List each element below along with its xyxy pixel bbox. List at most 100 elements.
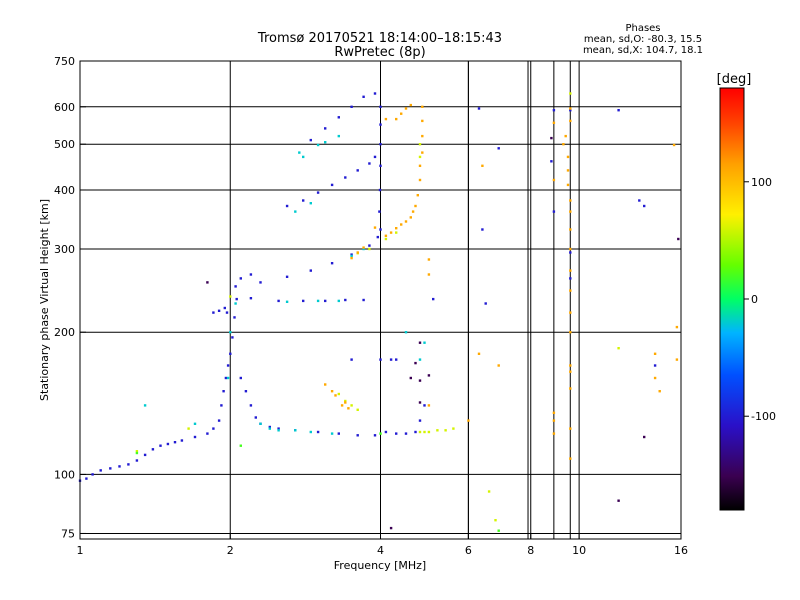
y-tick-label: 600 [54,101,75,114]
data-point [229,331,232,334]
data-point [337,134,340,138]
data-point [552,178,556,182]
data-point [362,298,365,302]
data-point [285,204,289,208]
data-point [362,246,365,249]
data-point [324,127,327,130]
data-point [566,169,570,172]
data-point [467,419,470,422]
data-point [409,103,412,107]
colorbar-tick-label: -100 [751,410,776,423]
data-point [379,228,382,231]
data-point [427,273,431,276]
data-point [347,407,350,410]
data-point [350,105,353,108]
data-point [404,220,408,223]
data-point [418,155,422,159]
data-point [302,299,305,303]
data-point [421,151,424,154]
data-point [350,256,353,260]
data-point [324,299,327,303]
data-point [109,467,112,470]
data-point [395,117,398,121]
data-point [552,210,556,213]
data-point [617,109,620,112]
x-tick-label: 2 [227,544,234,557]
data-point [127,463,130,466]
data-point [229,352,232,355]
data-point [653,352,657,355]
data-point [316,430,320,434]
data-point [309,138,312,142]
x-tick-label: 6 [465,544,472,557]
data-point [379,358,382,361]
data-point [212,311,215,314]
data-point [206,432,209,435]
data-point [418,341,422,344]
data-point [187,427,190,430]
data-point [220,404,223,407]
data-point [268,425,271,429]
data-point [653,364,657,367]
data-point [316,191,320,194]
data-point [373,226,377,229]
data-point [395,231,398,234]
data-point [373,155,377,159]
data-point [423,430,426,434]
data-point [330,262,334,265]
data-point [384,117,388,121]
data-point [384,234,388,237]
data-point [217,419,221,422]
data-point [653,376,657,380]
data-point [350,358,353,361]
data-point [316,299,320,303]
data-point [302,155,305,159]
data-point [235,297,238,301]
y-tick-label: 500 [54,138,75,151]
data-point [223,306,226,310]
data-point [143,453,147,457]
data-point [330,432,334,435]
data-point [643,204,646,208]
data-point [159,444,162,447]
data-point [436,429,439,432]
data-point [550,160,553,163]
data-point [344,399,347,403]
colorbar-label: [deg] [717,72,752,87]
data-point [350,253,353,256]
data-point [217,309,221,312]
data-point [294,429,297,432]
chart-title: Tromsø 20170521 18:14:00–18:15:43 [257,31,502,46]
data-point [151,448,155,451]
colorbar-gradient [719,87,745,511]
data-point [229,295,232,298]
data-point [617,347,620,350]
data-point [389,358,393,361]
data-point [309,202,312,205]
data-point [675,358,679,361]
data-point [277,299,280,303]
data-point [244,390,248,393]
data-point [226,364,230,367]
data-point [414,204,417,208]
data-point [344,298,347,302]
data-point [254,416,257,419]
data-point [337,299,340,303]
data-point [477,107,481,110]
data-point [569,210,572,213]
data-point [277,429,280,432]
data-point [340,404,344,407]
data-point [298,151,301,154]
data-point [675,325,679,329]
data-point [418,401,422,404]
data-point [337,432,340,435]
colorbar-tick-label: 0 [751,293,758,306]
data-point [166,442,170,446]
data-point [569,364,572,367]
data-point [566,155,570,159]
data-point [368,162,371,165]
data-point [330,390,334,393]
data-point [384,237,388,241]
data-point [569,247,572,251]
data-point [569,109,572,112]
